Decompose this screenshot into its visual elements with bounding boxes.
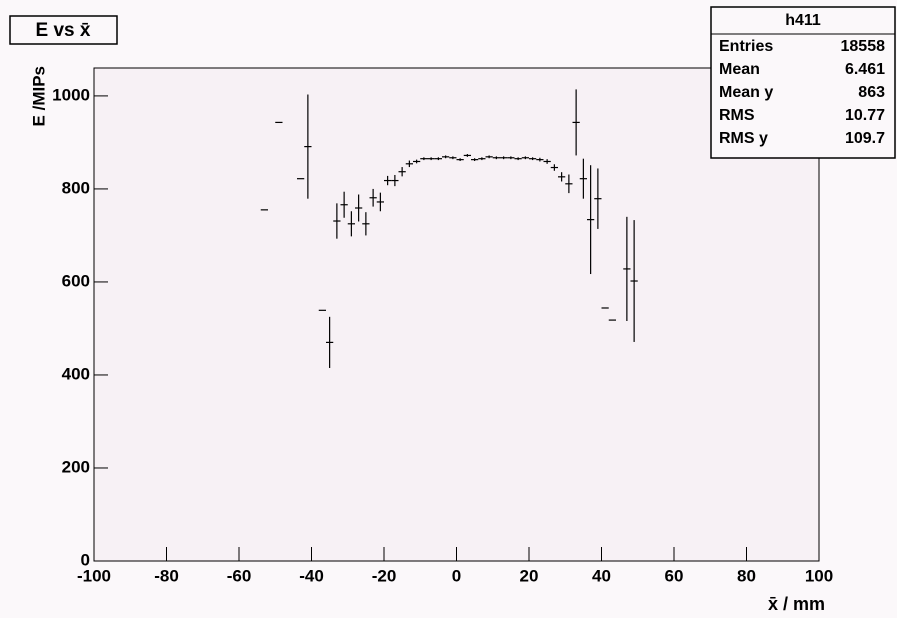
stats-value: 6.461 [845,61,885,78]
stats-label: Mean [719,61,760,78]
stats-label: Entries [719,38,773,55]
chart-title: E vs x̄ [36,20,91,41]
x-axis-label: x̄ / mm [768,594,825,614]
y-tick-label: 800 [62,178,90,197]
x-tick-label: 20 [520,566,539,585]
stats-value: 109.7 [845,130,885,147]
stats-label: RMS [719,107,755,124]
stats-frame [710,6,896,159]
y-tick-label: 200 [62,457,90,476]
x-tick-label: 100 [805,566,833,585]
x-tick-label: 80 [737,566,756,585]
title-box [9,15,118,45]
plot-frame [93,67,820,562]
stats-title: h411 [785,12,821,29]
x-tick-label: 0 [452,566,461,585]
x-tick-label: -80 [154,566,179,585]
x-tick-label: -40 [299,566,324,585]
x-tick-label: -60 [227,566,252,585]
stats-label: RMS y [719,130,768,147]
x-tick-label: -20 [372,566,397,585]
stats-value: 18558 [841,38,886,55]
x-tick-label: 60 [665,566,684,585]
y-tick-label: 600 [62,271,90,290]
y-axis-label: E /MIPs [29,66,48,126]
stats-label: Mean y [719,84,773,101]
y-tick-label: 1000 [52,85,90,104]
y-tick-label: 0 [81,550,90,569]
stats-value: 863 [858,84,885,101]
x-tick-label: -100 [77,566,111,585]
y-tick-label: 400 [62,364,90,383]
stats-box: h411 [710,6,896,159]
stats-value: 10.77 [845,107,885,124]
x-tick-label: 40 [592,566,611,585]
